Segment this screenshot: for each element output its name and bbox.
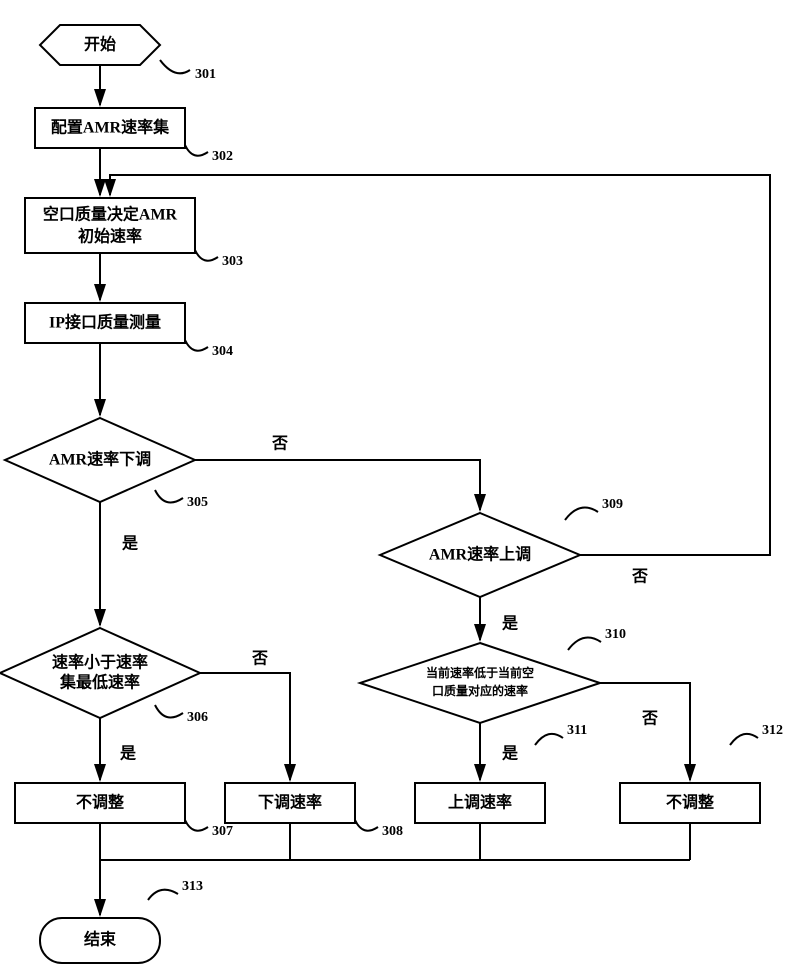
num-307: 307 [212, 824, 233, 839]
configure-label: 配置AMR速率集 [51, 118, 170, 137]
air-quality-label1: 空口质量决定AMR [43, 205, 178, 224]
yes-label-305: 是 [121, 535, 138, 553]
no-label-305: 否 [271, 435, 288, 453]
num-302: 302 [212, 149, 233, 164]
num-310: 310 [605, 627, 626, 642]
edge [195, 460, 480, 510]
end-label: 结束 [83, 930, 117, 949]
yes-label-310: 是 [501, 745, 518, 763]
rate-less-label2: 集最低速率 [59, 673, 140, 692]
current-rate-label1: 当前速率低于当前空 [426, 665, 534, 680]
down-rate-label: 下调速率 [258, 793, 322, 812]
yes-label-309: 是 [501, 615, 518, 633]
edge [200, 673, 290, 780]
edge [110, 175, 770, 555]
current-rate-label2: 口质量对应的速率 [432, 683, 528, 698]
no-label-309: 否 [631, 568, 648, 586]
no-label-306: 否 [251, 650, 268, 668]
amr-down-label: AMR速率下调 [49, 450, 151, 469]
num-308: 308 [382, 824, 403, 839]
num-311: 311 [567, 723, 587, 738]
air-quality-label2: 初始速率 [78, 227, 142, 246]
num-301: 301 [195, 67, 216, 82]
start-label: 开始 [84, 35, 116, 54]
no-adjust2-label: 不调整 [666, 793, 714, 812]
rate-less-label1: 速率小于速率 [52, 653, 148, 672]
num-312: 312 [762, 723, 783, 738]
num-304: 304 [212, 344, 233, 359]
no-adjust1-label: 不调整 [76, 793, 124, 812]
amr-up-label: AMR速率上调 [429, 545, 531, 564]
num-313: 313 [182, 879, 203, 894]
num-306: 306 [187, 710, 208, 725]
num-309: 309 [602, 497, 623, 512]
num-303: 303 [222, 254, 243, 269]
edge [600, 683, 690, 780]
up-rate-label: 上调速率 [448, 793, 512, 812]
yes-label-306: 是 [119, 745, 136, 763]
num-305: 305 [187, 495, 208, 510]
ip-measure-label: IP接口质量测量 [49, 313, 161, 332]
flowchart-diagram: 开始 301 配置AMR速率集 302 空口质量决定AMR 初始速率 303 I… [0, 0, 800, 978]
no-label-310: 否 [641, 710, 658, 728]
rate-less-node [0, 628, 200, 718]
